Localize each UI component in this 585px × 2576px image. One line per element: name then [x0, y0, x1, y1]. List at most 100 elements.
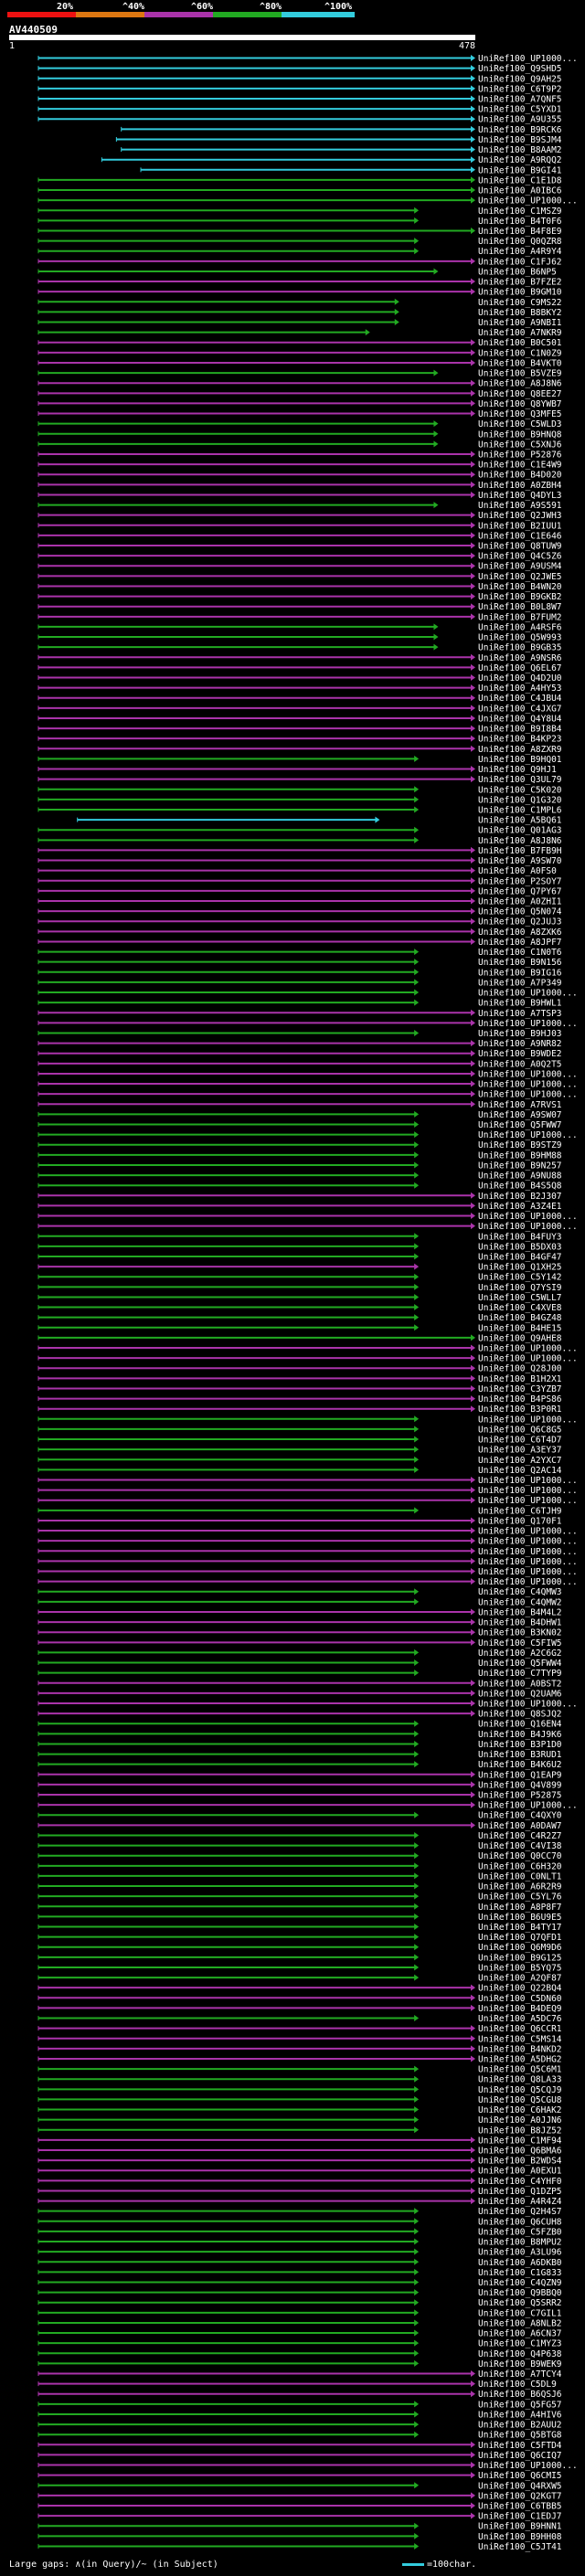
hit-label[interactable]: UniRef100_A8ZXR9: [478, 745, 562, 755]
hit-label[interactable]: UniRef100_Q5FG57: [478, 2400, 562, 2410]
hit-label[interactable]: UniRef100_C1MSZ9: [478, 207, 562, 217]
hit-label[interactable]: UniRef100_A4HY53: [478, 684, 562, 694]
hit-label[interactable]: UniRef100_C5FTD4: [478, 2441, 562, 2451]
hit-label[interactable]: UniRef100_Q4RXW5: [478, 2481, 562, 2491]
hit-label[interactable]: UniRef100_UP1000...: [478, 1577, 578, 1587]
hit-label[interactable]: UniRef100_C4VI38: [478, 1841, 562, 1851]
hit-label[interactable]: UniRef100_B4PS86: [478, 1394, 562, 1405]
hit-label[interactable]: UniRef100_A4R4Z4: [478, 2197, 562, 2207]
hit-label[interactable]: UniRef100_P52876: [478, 450, 562, 460]
hit-label[interactable]: UniRef100_B9N156: [478, 958, 562, 968]
hit-label[interactable]: UniRef100_B1H2X1: [478, 1374, 562, 1384]
hit-label[interactable]: UniRef100_A6R2R9: [478, 1882, 562, 1892]
hit-label[interactable]: UniRef100_C5WLD3: [478, 419, 562, 429]
hit-label[interactable]: UniRef100_B4T0F6: [478, 217, 562, 227]
hit-label[interactable]: UniRef100_B9HNQ8: [478, 429, 562, 440]
hit-label[interactable]: UniRef100_B2AUU2: [478, 2421, 562, 2431]
hit-label[interactable]: UniRef100_Q5SRR2: [478, 2298, 562, 2308]
hit-label[interactable]: UniRef100_Q6C8G5: [478, 1425, 562, 1435]
hit-label[interactable]: UniRef100_A0ZBH4: [478, 481, 562, 491]
hit-label[interactable]: UniRef100_A9NU88: [478, 1171, 562, 1182]
hit-label[interactable]: UniRef100_A5DC76: [478, 2014, 562, 2024]
hit-label[interactable]: UniRef100_C1E646: [478, 531, 562, 541]
hit-label[interactable]: UniRef100_A7RVS1: [478, 1100, 562, 1110]
hit-label[interactable]: UniRef100_A9U355: [478, 115, 562, 125]
hit-label[interactable]: UniRef100_B4NKD2: [478, 2044, 562, 2054]
hit-label[interactable]: UniRef100_B5YQ75: [478, 1963, 562, 1973]
hit-label[interactable]: UniRef100_A2C6G2: [478, 1648, 562, 1659]
hit-label[interactable]: UniRef100_A8JPF7: [478, 938, 562, 948]
hit-label[interactable]: UniRef100_A0IBC6: [478, 186, 562, 196]
hit-label[interactable]: UniRef100_Q4DYL3: [478, 491, 562, 501]
hit-label[interactable]: UniRef100_C6H320: [478, 1861, 562, 1871]
hit-label[interactable]: UniRef100_B4TY17: [478, 1923, 562, 1933]
hit-label[interactable]: UniRef100_A5DHG2: [478, 2054, 562, 2064]
hit-label[interactable]: UniRef100_C1G833: [478, 2268, 562, 2278]
hit-label[interactable]: UniRef100_A8NLB2: [478, 2318, 562, 2328]
hit-label[interactable]: UniRef100_Q170F1: [478, 1516, 562, 1526]
hit-label[interactable]: UniRef100_P52875: [478, 1791, 562, 1801]
hit-label[interactable]: UniRef100_B9HNN1: [478, 2522, 562, 2532]
hit-label[interactable]: UniRef100_C4QMW3: [478, 1587, 562, 1597]
hit-label[interactable]: UniRef100_Q9SHD5: [478, 64, 562, 74]
hit-label[interactable]: UniRef100_B5DX03: [478, 1242, 562, 1252]
hit-label[interactable]: UniRef100_Q8EE27: [478, 389, 562, 399]
hit-label[interactable]: UniRef100_Q9AH25: [478, 74, 562, 84]
hit-label[interactable]: UniRef100_A8P8F7: [478, 1903, 562, 1913]
hit-label[interactable]: UniRef100_B8MPU2: [478, 2238, 562, 2248]
hit-label[interactable]: UniRef100_Q6CCR1: [478, 2024, 562, 2034]
hit-label[interactable]: UniRef100_B8AAM2: [478, 145, 562, 155]
hit-label[interactable]: UniRef100_UP1000...: [478, 1415, 578, 1425]
hit-label[interactable]: UniRef100_B9SJM4: [478, 135, 562, 145]
hit-label[interactable]: UniRef100_B9RCK6: [478, 125, 562, 135]
hit-label[interactable]: UniRef100_B9HWL1: [478, 999, 562, 1009]
hit-label[interactable]: UniRef100_B9IG16: [478, 968, 562, 978]
hit-label[interactable]: UniRef100_A3LU96: [478, 2248, 562, 2258]
hit-label[interactable]: UniRef100_Q6CIQ7: [478, 2451, 562, 2461]
hit-label[interactable]: UniRef100_C5K020: [478, 785, 562, 795]
hit-label[interactable]: UniRef100_Q6M9D6: [478, 1943, 562, 1953]
hit-label[interactable]: UniRef100_Q01AG3: [478, 826, 562, 836]
hit-label[interactable]: UniRef100_C5Y142: [478, 1273, 562, 1283]
hit-label[interactable]: UniRef100_C5FZB0: [478, 2227, 562, 2237]
hit-label[interactable]: UniRef100_C4YHF0: [478, 2177, 562, 2187]
hit-label[interactable]: UniRef100_Q6CMI5: [478, 2471, 562, 2481]
hit-label[interactable]: UniRef100_UP1000...: [478, 1801, 578, 1811]
hit-label[interactable]: UniRef100_C5YXD1: [478, 105, 562, 115]
hit-label[interactable]: UniRef100_A4HIV6: [478, 2410, 562, 2420]
hit-label[interactable]: UniRef100_UP1000...: [478, 1130, 578, 1140]
hit-label[interactable]: UniRef100_Q5C6M1: [478, 2065, 562, 2075]
hit-label[interactable]: UniRef100_UP1000...: [478, 989, 578, 999]
hit-label[interactable]: UniRef100_UP1000...: [478, 1476, 578, 1486]
hit-label[interactable]: UniRef100_A2QF87: [478, 1974, 562, 1984]
hit-label[interactable]: UniRef100_A7NKR9: [478, 328, 562, 338]
hit-label[interactable]: UniRef100_Q8TUW9: [478, 542, 562, 552]
hit-label[interactable]: UniRef100_Q1XH25: [478, 1263, 562, 1273]
hit-label[interactable]: UniRef100_C6TJH9: [478, 1506, 562, 1516]
hit-label[interactable]: UniRef100_A7TCY4: [478, 2369, 562, 2380]
hit-label[interactable]: UniRef100_B3P0R1: [478, 1405, 562, 1415]
hit-label[interactable]: UniRef100_Q0QZR8: [478, 237, 562, 247]
hit-label[interactable]: UniRef100_B4HE15: [478, 1323, 562, 1333]
hit-label[interactable]: UniRef100_P2SOY7: [478, 876, 562, 886]
hit-label[interactable]: UniRef100_C5FIW5: [478, 1638, 562, 1648]
hit-label[interactable]: UniRef100_C7GIL1: [478, 2308, 562, 2318]
hit-label[interactable]: UniRef100_B6NP5: [478, 267, 557, 277]
hit-label[interactable]: UniRef100_A9SW07: [478, 1110, 562, 1120]
hit-label[interactable]: UniRef100_Q2H4S7: [478, 2207, 562, 2217]
hit-label[interactable]: UniRef100_A9USM4: [478, 562, 562, 572]
hit-label[interactable]: UniRef100_B3RUD1: [478, 1750, 562, 1760]
hit-label[interactable]: UniRef100_A3EY37: [478, 1446, 562, 1456]
hit-label[interactable]: UniRef100_C6HAK2: [478, 2105, 562, 2115]
hit-label[interactable]: UniRef100_UP1000...: [478, 1222, 578, 1232]
hit-label[interactable]: UniRef100_A5BQ61: [478, 816, 562, 826]
hit-label[interactable]: UniRef100_C4QMW2: [478, 1597, 562, 1607]
hit-label[interactable]: UniRef100_A0EXU1: [478, 2167, 562, 2177]
hit-label[interactable]: UniRef100_Q0CC70: [478, 1851, 562, 1861]
hit-label[interactable]: UniRef100_Q2UAM6: [478, 1689, 562, 1699]
hit-label[interactable]: UniRef100_A0FS0: [478, 866, 557, 876]
hit-label[interactable]: UniRef100_Q4V899: [478, 1780, 562, 1790]
hit-label[interactable]: UniRef100_C4R2Z7: [478, 1831, 562, 1841]
hit-label[interactable]: UniRef100_C1N0T6: [478, 948, 562, 958]
hit-label[interactable]: UniRef100_B4D020: [478, 471, 562, 481]
